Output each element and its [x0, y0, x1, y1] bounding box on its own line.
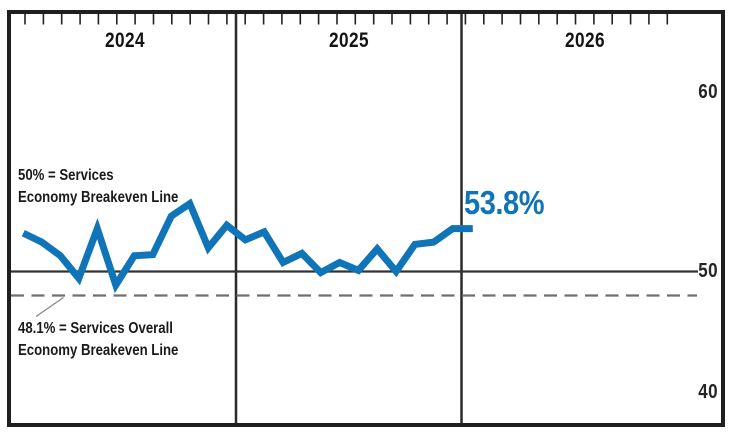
breakeven-50-annotation-line2: Economy Breakeven Line — [18, 189, 179, 206]
breakeven-48-annotation-line1: 48.1% = Services Overall — [18, 320, 173, 337]
y-axis-label-40: 40 — [698, 381, 718, 403]
year-label-2024: 2024 — [105, 29, 145, 52]
y-axis-label-50: 50 — [698, 260, 718, 282]
month-ticks — [24, 14, 669, 25]
pmi-line — [21, 198, 473, 294]
breakeven-48-annotation-line2: Economy Breakeven Line — [18, 342, 179, 359]
y-axis-label-60: 60 — [698, 81, 718, 103]
callout-line — [35, 296, 64, 318]
breakeven-48-annotation: 48.1% = Services Overall Economy Breakev… — [18, 318, 178, 362]
year-label-2025: 2025 — [329, 29, 369, 52]
plot-frame — [7, 10, 725, 427]
latest-value-label: 53.8% — [464, 184, 545, 221]
breakeven-50-annotation: 50% = Services Economy Breakeven Line — [18, 165, 178, 209]
breakeven-50-annotation-line1: 50% = Services — [18, 167, 114, 184]
year-label-2026: 2026 — [565, 29, 605, 52]
